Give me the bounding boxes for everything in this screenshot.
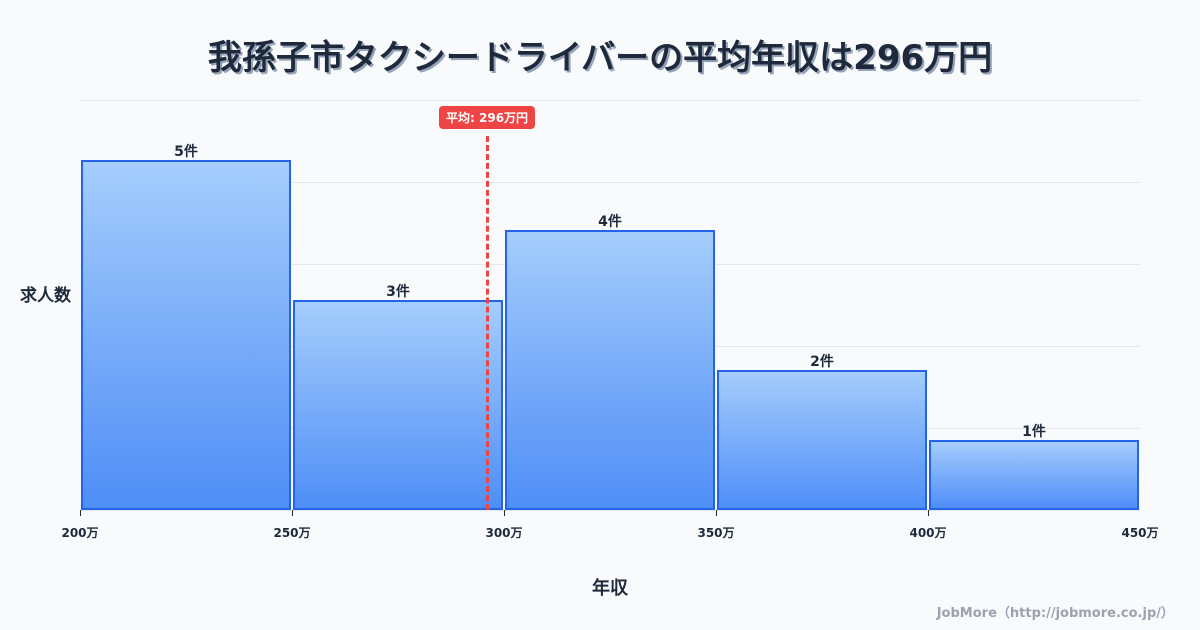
x-tick: [716, 510, 717, 516]
bar-value-label: 5件: [174, 144, 198, 161]
source-credit: JobMore（http://jobmore.co.jp/）: [936, 606, 1174, 621]
x-tick-label: 350万: [697, 526, 735, 540]
gridline: [80, 100, 1140, 101]
x-tick-label: 450万: [1121, 526, 1159, 540]
y-axis-label: 求人数: [20, 286, 71, 306]
x-tick: [292, 510, 293, 516]
gridline: [80, 182, 1140, 183]
bar-value-label: 3件: [386, 284, 410, 301]
histogram-bar: 5件: [81, 144, 291, 510]
x-tick: [504, 510, 505, 516]
x-tick-label: 400万: [909, 526, 947, 540]
x-tick: [80, 510, 81, 516]
x-tick-label: 200万: [61, 526, 99, 540]
x-tick: [928, 510, 929, 516]
histogram-bar: 3件: [293, 284, 503, 510]
gridline: [80, 510, 1140, 511]
histogram-bar: 1件: [929, 424, 1139, 510]
bar-value-label: 4件: [598, 214, 622, 231]
average-badge: 平均: 296万円: [439, 106, 536, 129]
bar-value-label: 1件: [1022, 424, 1046, 441]
average-line: [486, 136, 490, 510]
histogram-bar: 2件: [717, 354, 927, 510]
bar-value-label: 2件: [810, 354, 834, 371]
x-axis-label: 年収: [592, 578, 628, 599]
chart-title: 我孫子市タクシードライバーの平均年収は296万円: [207, 38, 993, 78]
histogram-bar: 4件: [505, 214, 715, 510]
x-tick-label: 250万: [273, 526, 311, 540]
plot-area: 5件 3件 4件 2件 1件 平均: 296万円: [80, 100, 1140, 511]
x-tick-label: 300万: [485, 526, 523, 540]
